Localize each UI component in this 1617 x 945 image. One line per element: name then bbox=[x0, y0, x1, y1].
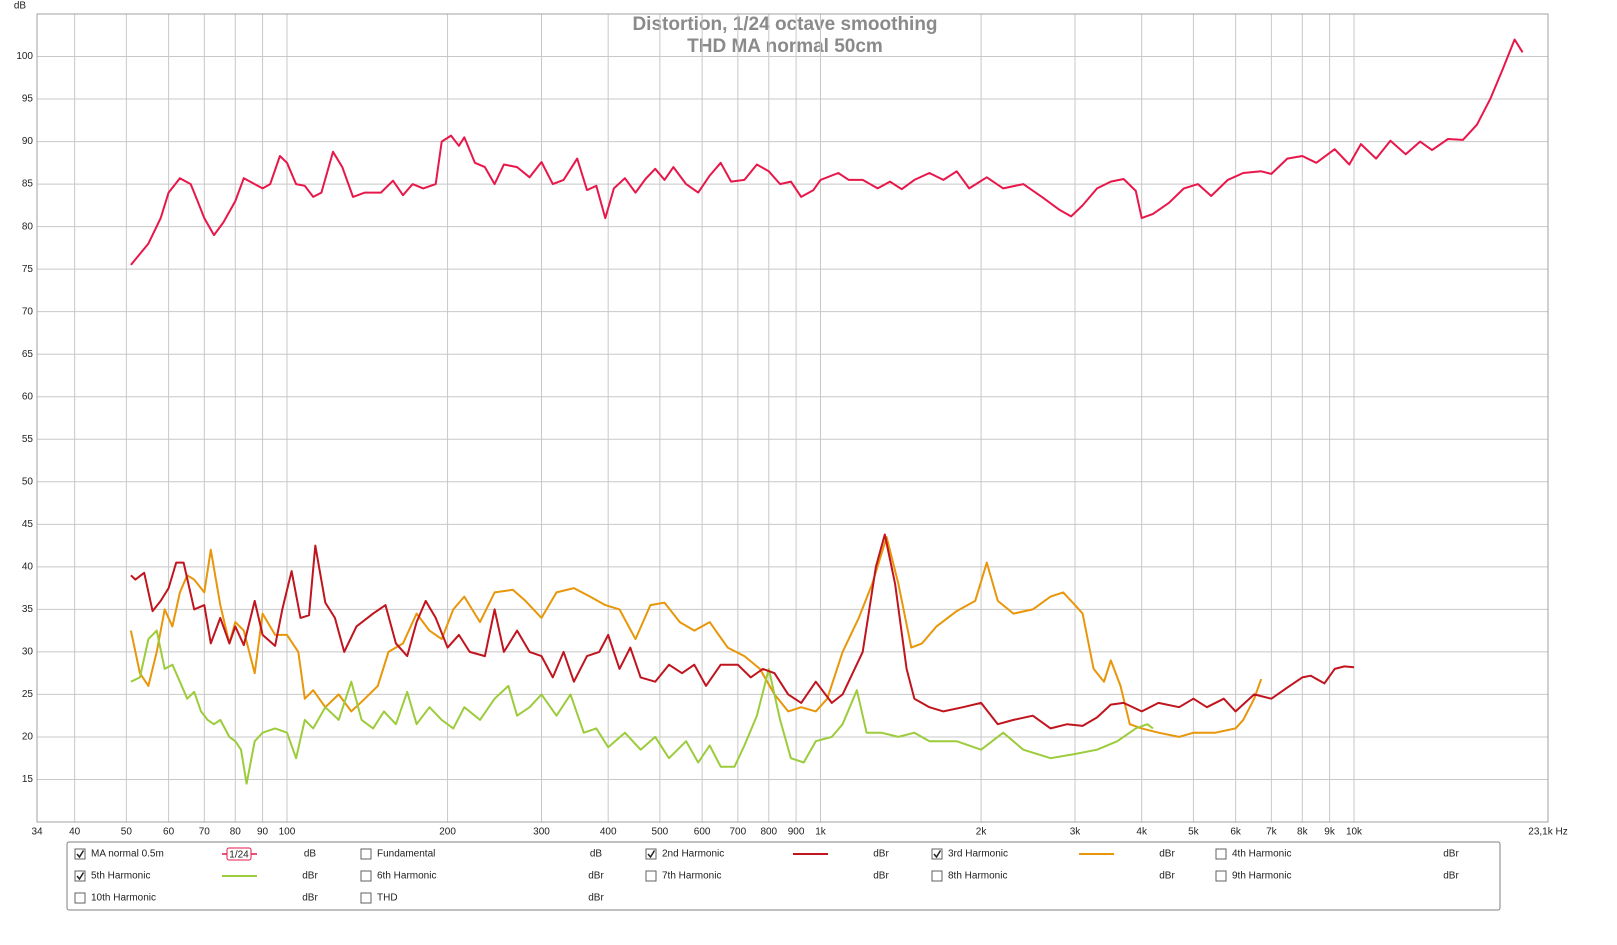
legend-checkbox[interactable] bbox=[74, 848, 86, 860]
legend-checkbox[interactable] bbox=[1215, 870, 1227, 882]
x-tick-label: 1k bbox=[815, 827, 827, 838]
legend-label: 10th Harmonic bbox=[91, 893, 156, 904]
x-tick-label: 80 bbox=[230, 827, 242, 838]
x-tick-label: 60 bbox=[163, 827, 175, 838]
y-tick-label: 40 bbox=[22, 561, 34, 572]
x-tick-label: 70 bbox=[199, 827, 211, 838]
legend-label: 6th Harmonic bbox=[377, 871, 436, 882]
x-tick-label: 4k bbox=[1136, 827, 1148, 838]
x-tick-label: 3k bbox=[1070, 827, 1082, 838]
series-line bbox=[130, 533, 1355, 730]
legend-unit: dB bbox=[304, 849, 317, 860]
y-axis-label: dB bbox=[14, 1, 27, 12]
legend-checkbox[interactable] bbox=[360, 848, 372, 860]
plot-area bbox=[36, 13, 1549, 823]
legend-label: 9th Harmonic bbox=[1232, 871, 1291, 882]
smoothing-label: 1/24 bbox=[229, 850, 249, 861]
legend-checkbox[interactable] bbox=[360, 892, 372, 904]
legend-label: 2nd Harmonic bbox=[662, 849, 724, 860]
legend-checkbox[interactable] bbox=[931, 848, 943, 860]
y-tick-label: 35 bbox=[22, 604, 34, 615]
x-tick-label: 90 bbox=[257, 827, 269, 838]
y-tick-label: 90 bbox=[22, 136, 34, 147]
legend-box bbox=[66, 841, 1501, 911]
y-tick-label: 95 bbox=[22, 94, 34, 105]
legend-unit: dBr bbox=[873, 849, 889, 860]
legend-checkbox[interactable] bbox=[645, 848, 657, 860]
legend-unit: dBr bbox=[588, 871, 604, 882]
legend-unit: dBr bbox=[1443, 849, 1459, 860]
x-tick-label: 50 bbox=[121, 827, 133, 838]
legend-checkbox[interactable] bbox=[931, 870, 943, 882]
legend-unit: dB bbox=[590, 849, 603, 860]
x-tick-label: 700 bbox=[729, 827, 746, 838]
legend-unit: dBr bbox=[302, 893, 318, 904]
x-tick-label: 2k bbox=[976, 827, 988, 838]
y-tick-label: 65 bbox=[22, 349, 34, 360]
legend-unit: dBr bbox=[1159, 849, 1175, 860]
legend-checkmark bbox=[76, 850, 85, 859]
y-tick-label: 60 bbox=[22, 391, 34, 402]
y-tick-label: 85 bbox=[22, 179, 34, 190]
x-tick-label: 200 bbox=[439, 827, 456, 838]
legend-checkbox[interactable] bbox=[1215, 848, 1227, 860]
x-tick-label: 9k bbox=[1324, 827, 1336, 838]
x-tick-label: 5k bbox=[1188, 827, 1200, 838]
x-tick-label: 300 bbox=[533, 827, 550, 838]
series-line bbox=[129, 536, 1263, 738]
legend-label: 5th Harmonic bbox=[91, 871, 150, 882]
x-tick-label: 40 bbox=[69, 827, 81, 838]
legend-label: Fundamental bbox=[377, 849, 435, 860]
x-tick-label: 8k bbox=[1297, 827, 1309, 838]
smoothing-box bbox=[226, 847, 252, 861]
legend-unit: dBr bbox=[588, 893, 604, 904]
plot-area bbox=[36, 13, 1549, 823]
legend-checkbox[interactable] bbox=[360, 870, 372, 882]
y-tick-label: 30 bbox=[22, 647, 34, 658]
legend-checkbox[interactable] bbox=[74, 870, 86, 882]
legend-checkmark bbox=[76, 872, 85, 881]
y-tick-label: 15 bbox=[22, 774, 34, 785]
x-tick-label: 600 bbox=[694, 827, 711, 838]
y-tick-label: 45 bbox=[22, 519, 34, 530]
legend-label: THD bbox=[377, 893, 398, 904]
y-tick-label: 80 bbox=[22, 221, 34, 232]
x-tick-label: 500 bbox=[652, 827, 669, 838]
legend-label: 8th Harmonic bbox=[948, 871, 1007, 882]
x-tick-label: 900 bbox=[788, 827, 805, 838]
x-tick-label: 7k bbox=[1266, 827, 1278, 838]
series-line bbox=[130, 38, 1524, 266]
legend-unit: dBr bbox=[1443, 871, 1459, 882]
legend-label: 7th Harmonic bbox=[662, 871, 721, 882]
y-tick-label: 70 bbox=[22, 306, 34, 317]
x-tick-label: 400 bbox=[600, 827, 617, 838]
y-tick-label: 100 bbox=[16, 51, 33, 62]
y-tick-label: 20 bbox=[22, 732, 34, 743]
legend-unit: dBr bbox=[302, 871, 318, 882]
y-tick-label: 50 bbox=[22, 476, 34, 487]
legend-unit: dBr bbox=[873, 871, 889, 882]
legend-unit: dBr bbox=[1159, 871, 1175, 882]
chart-subtitle: THD MA normal 50cm bbox=[687, 36, 883, 57]
x-tick-label: 800 bbox=[760, 827, 777, 838]
x-tick-label: 23,1k Hz bbox=[1528, 827, 1567, 838]
legend-label: 3rd Harmonic bbox=[948, 849, 1008, 860]
series-line bbox=[130, 629, 1154, 785]
legend-label: 4th Harmonic bbox=[1232, 849, 1291, 860]
legend-checkmark bbox=[933, 850, 942, 859]
y-tick-label: 25 bbox=[22, 689, 34, 700]
x-tick-label: 100 bbox=[279, 827, 296, 838]
y-tick-label: 75 bbox=[22, 264, 34, 275]
legend-checkbox[interactable] bbox=[74, 892, 86, 904]
x-tick-label: 6k bbox=[1230, 827, 1242, 838]
x-tick-label: 34 bbox=[31, 827, 43, 838]
legend-checkbox[interactable] bbox=[645, 870, 657, 882]
legend-label: MA normal 0.5m bbox=[91, 849, 164, 860]
x-tick-label: 10k bbox=[1346, 827, 1363, 838]
y-tick-label: 55 bbox=[22, 434, 34, 445]
chart-title: Distortion, 1/24 octave smoothing bbox=[632, 14, 937, 35]
legend-checkmark bbox=[647, 850, 656, 859]
